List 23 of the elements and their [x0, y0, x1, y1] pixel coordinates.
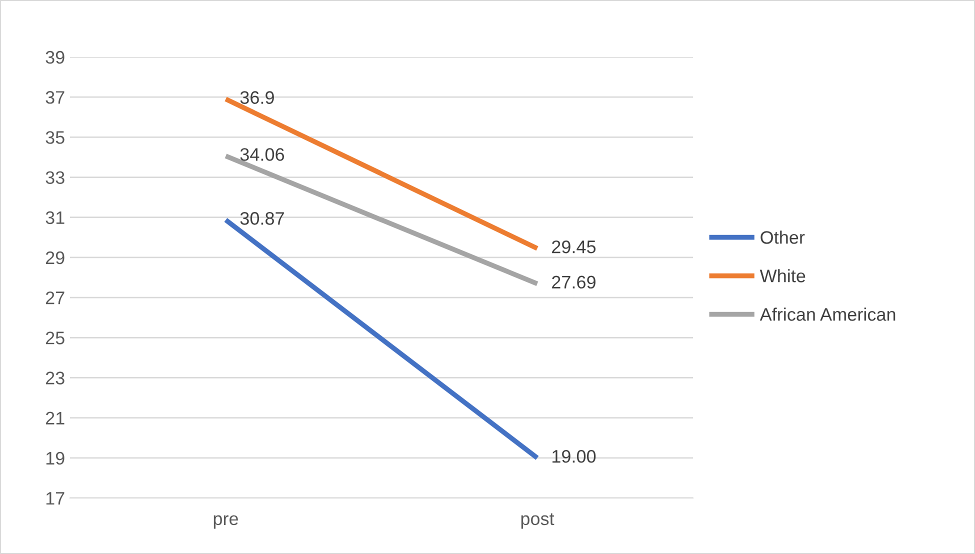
- y-tick-label: 31: [46, 211, 64, 224]
- y-tick-label: 39: [46, 50, 64, 64]
- x-tick-label: post: [521, 513, 554, 529]
- y-tick-label: 21: [46, 412, 64, 424]
- y-tick-label: 19: [46, 452, 64, 465]
- y-tick-label: 27: [46, 291, 64, 304]
- data-label: 30.87: [240, 212, 284, 225]
- y-tick-label: 35: [46, 131, 64, 144]
- x-tick-label: pre: [214, 515, 238, 529]
- y-tick-label: 33: [46, 171, 64, 184]
- data-label: 27.69: [552, 276, 596, 289]
- y-tick-label: 37: [46, 91, 64, 104]
- y-tick-label: 25: [46, 332, 64, 344]
- data-label: 34.06: [240, 148, 284, 161]
- data-label: 36.9: [240, 91, 274, 104]
- data-label: 19.00: [552, 450, 596, 463]
- data-label: 29.45: [552, 240, 596, 254]
- legend-label: African American: [760, 308, 896, 321]
- y-tick-label: 17: [46, 492, 64, 505]
- y-tick-label: 29: [46, 251, 64, 264]
- legend-label: Other: [760, 230, 805, 244]
- y-tick-label: 23: [46, 372, 64, 384]
- legend-label: White: [760, 269, 806, 282]
